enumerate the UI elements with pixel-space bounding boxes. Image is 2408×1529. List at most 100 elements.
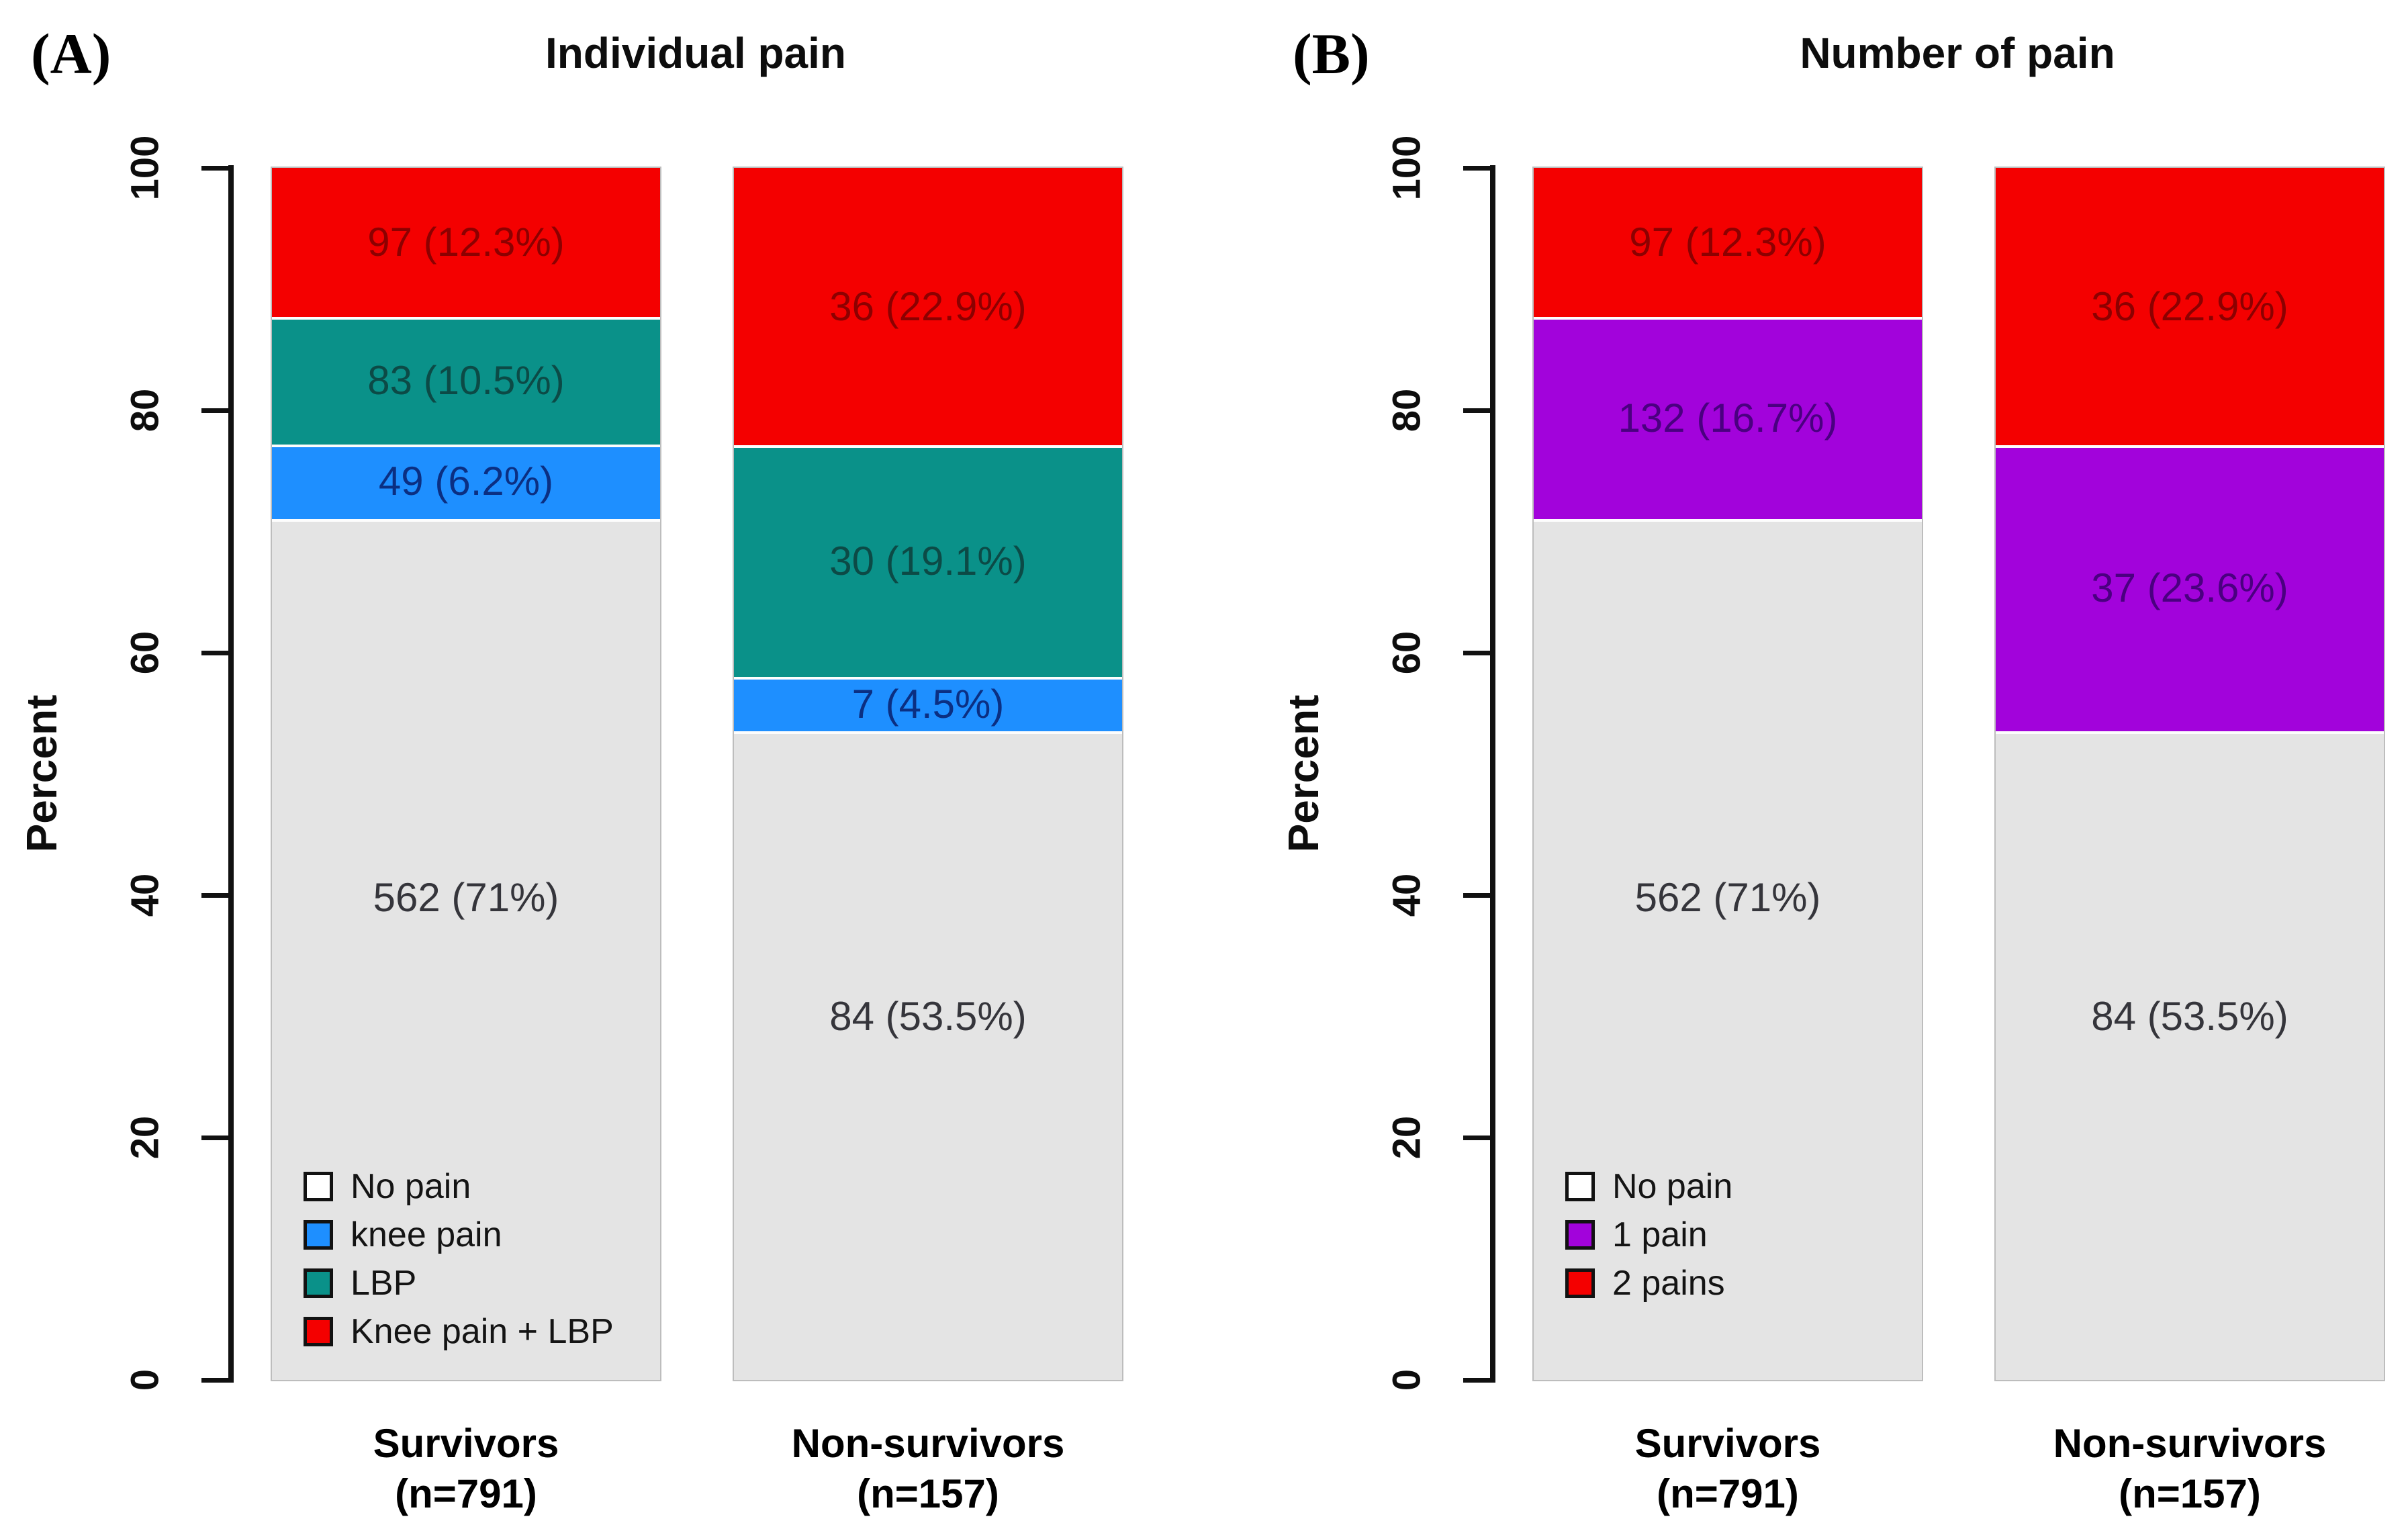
segment-label: 30 (19.1%) [829,538,1027,584]
x-category-label: Non-survivors (n=157) [792,1418,1065,1519]
legend: No pain 1 pain 2 pains [1565,1162,1732,1307]
bar-segment [734,168,1122,446]
x-category-name: Survivors [373,1421,559,1466]
y-axis-tick-label: 0 [123,1369,167,1391]
y-axis-tick-label: 40 [123,873,167,917]
y-axis-tick [201,651,228,655]
x-category-name: Non-survivors [2053,1421,2327,1466]
bar-segment [1534,317,1922,520]
legend-item: 1 pain [1565,1211,1732,1259]
legend-item: No pain [304,1162,614,1211]
y-axis-tick-label: 100 [123,135,167,201]
y-axis-tick [201,408,228,413]
legend-swatch [304,1172,333,1201]
stacked-bar: 97 (12.3%) 132 (16.7%) 562 (71%) [1534,168,1922,1380]
y-axis-tick [1463,166,1490,171]
legend-swatch [304,1317,333,1346]
y-axis-tick-label: 20 [1385,1115,1429,1160]
segment-label: 37 (23.6%) [2091,565,2288,611]
y-axis-tick [201,1136,228,1140]
bar-segment [734,731,1122,1380]
bar-segment [734,677,1122,732]
x-category-label: Non-survivors (n=157) [2053,1418,2327,1519]
y-axis-line [228,165,234,1383]
segment-label: 83 (10.5%) [367,357,565,403]
legend-swatch [1565,1172,1595,1201]
x-category-n: (n=157) [2119,1471,2261,1516]
y-axis-tick-label: 80 [123,388,167,432]
segment-label: 7 (4.5%) [851,681,1005,727]
x-category-label: Survivors (n=791) [373,1418,559,1519]
legend-label: 1 pain [1612,1215,1708,1254]
segment-label: 84 (53.5%) [829,994,1027,1039]
y-axis-tick [201,1378,228,1383]
y-axis-tick-label: 80 [1385,388,1429,432]
y-axis-tick [1463,1378,1490,1383]
y-axis-tick-label: 100 [1385,135,1429,201]
segment-label: 132 (16.7%) [1618,395,1838,441]
legend-item: LBP [304,1259,614,1307]
legend-item: No pain [1565,1162,1732,1211]
segment-label: 562 (71%) [1634,875,1821,921]
y-axis-tick-label: 40 [1385,873,1429,917]
x-category-n: (n=157) [857,1471,999,1516]
legend-swatch [304,1268,333,1298]
legend-swatch [1565,1220,1595,1250]
segment-label: 36 (22.9%) [2091,283,2288,329]
y-axis-tick-label: 60 [1385,631,1429,675]
y-axis-tick [201,166,228,171]
panel-b-title: Number of pain [1800,29,2115,77]
segment-label: 562 (71%) [373,875,559,921]
bar-segment [272,317,660,445]
segment-label: 97 (12.3%) [367,220,565,265]
y-axis-tick [1463,408,1490,413]
panel-a-title: Individual pain [545,29,847,77]
legend-label: No pain [1612,1167,1733,1206]
bar-segment [1534,168,1922,317]
x-category-n: (n=791) [395,1471,537,1516]
legend-label: No pain [351,1167,471,1206]
legend-label: Knee pain + LBP [351,1312,614,1351]
y-axis-tick [1463,1136,1490,1140]
segment-label: 36 (22.9%) [829,283,1027,329]
x-category-label: Survivors (n=791) [1635,1418,1821,1519]
stacked-bar: 36 (22.9%) 37 (23.6%) 84 (53.5%) [1996,168,2384,1380]
bar-segment [1534,519,1922,1380]
legend-label: 2 pains [1612,1264,1725,1303]
panel-b-tag: (B) [1293,21,1370,86]
bar-segment [1996,445,2384,732]
y-axis-tick [201,893,228,898]
panel-a-tag: (A) [31,21,111,86]
y-axis-line [1490,165,1495,1383]
segment-label: 84 (53.5%) [2091,994,2288,1039]
bar-segment [272,444,660,520]
bar-segment [272,168,660,317]
legend-label: LBP [351,1264,417,1303]
bar-segment [272,519,660,1380]
panel-a-y-axis-label: Percent [17,694,66,853]
legend-label: knee pain [351,1215,502,1254]
segment-label: 49 (6.2%) [378,459,554,504]
bar-segment [734,445,1122,678]
panel-b-y-axis-label: Percent [1279,694,1328,853]
stacked-bar: 97 (12.3%) 83 (10.5%) 49 (6.2%) 562 (71%) [272,168,660,1380]
x-category-name: Non-survivors [791,1421,1065,1466]
bar-segment [1996,168,2384,446]
x-category-n: (n=791) [1657,1471,1799,1516]
y-axis-tick-label: 60 [123,631,167,675]
x-category-name: Survivors [1634,1421,1821,1466]
legend-item: Knee pain + LBP [304,1307,614,1356]
y-axis-tick [1463,893,1490,898]
stacked-bar: 36 (22.9%) 30 (19.1%) 7 (4.5%) 84 (53.5%) [734,168,1122,1380]
legend-swatch [304,1220,333,1250]
legend: No pain knee pain LBP Knee pain + LBP [304,1162,614,1356]
y-axis-tick-label: 20 [123,1115,167,1160]
legend-item: 2 pains [1565,1259,1732,1307]
legend-item: knee pain [304,1211,614,1259]
y-axis-tick [1463,651,1490,655]
legend-swatch [1565,1268,1595,1298]
bar-segment [1996,731,2384,1380]
segment-label: 97 (12.3%) [1629,220,1826,265]
y-axis-tick-label: 0 [1385,1369,1429,1391]
